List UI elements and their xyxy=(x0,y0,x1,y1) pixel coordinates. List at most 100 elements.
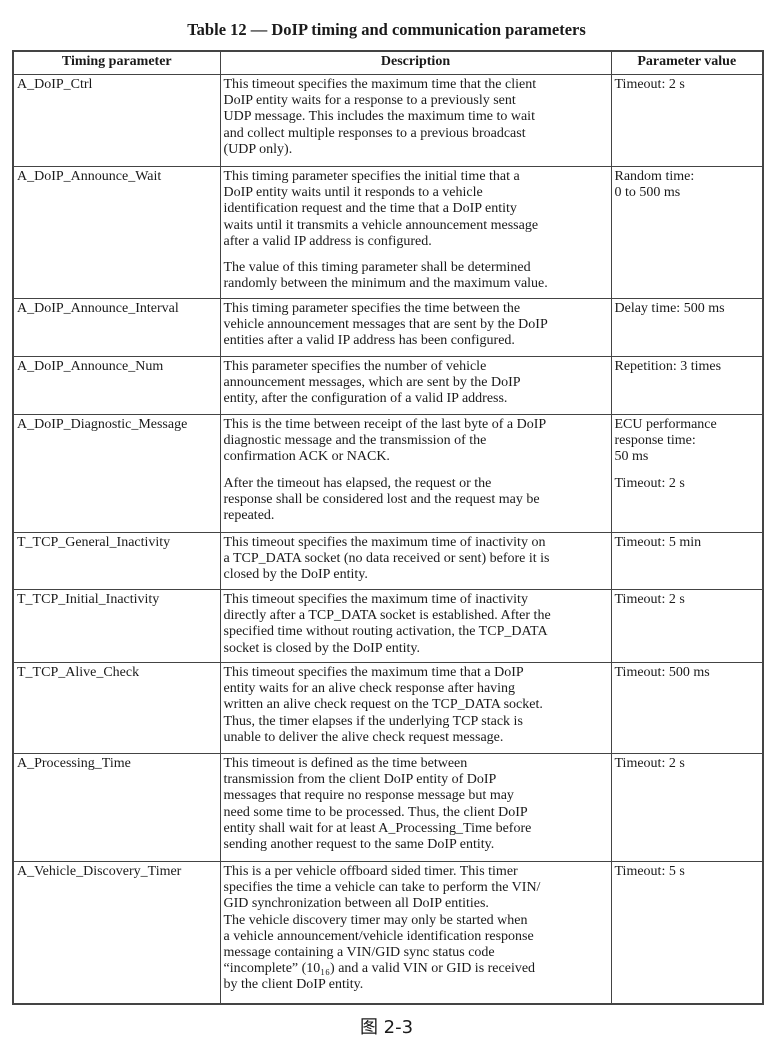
paragraph: This timeout specifies the maximum time … xyxy=(224,665,608,746)
table-row: A_DoIP_Announce_Wait This timing paramete… xyxy=(12,166,764,299)
text-line: UDP message. This includes the maximum t… xyxy=(223,109,535,125)
paragraph: Timeout: 2 s xyxy=(615,77,760,93)
text-line: Timeout: 2 s xyxy=(614,475,685,491)
text-line: announcement messages, which are sent by… xyxy=(223,375,521,391)
text-line: DoIP entity waits for a response to a pr… xyxy=(223,93,516,109)
timing-parameter-cell: T_TCP_Initial_Inactivity xyxy=(12,589,221,663)
timing-parameter-cell: A_DoIP_Announce_Interval xyxy=(12,298,221,357)
paragraph: This is a per vehicle offboard sided tim… xyxy=(224,864,608,994)
description-cell: This timeout specifies the maximum time … xyxy=(219,74,612,167)
parameter-value-cell: ECU performance response time: 50 ms Timeou… xyxy=(610,414,764,533)
text-line: This timing parameter specifies the init… xyxy=(223,169,520,184)
paragraph: This parameter specifies the number of v… xyxy=(224,359,608,408)
paragraph: This is the time between receipt of the … xyxy=(224,417,608,466)
description-cell: This timeout specifies the maximum time … xyxy=(219,589,612,663)
paragraph: This timing parameter specifies the init… xyxy=(224,169,608,250)
parameter-value-cell: Repetition: 3 times xyxy=(610,356,764,415)
text-line: Repetition: 3 times xyxy=(614,359,722,374)
timing-parameter-cell: A_Processing_Time xyxy=(12,753,221,862)
parameter-value-cell: Random time: 0 to 500 ms xyxy=(610,166,764,299)
text-line: response time: xyxy=(614,433,696,449)
description-cell: This is a per vehicle offboard sided tim… xyxy=(219,861,612,1004)
paragraph: Timeout: 2 s xyxy=(615,592,760,608)
parameter-value-cell: Timeout: 2 s xyxy=(610,589,764,663)
text-line: entity waits for an alive check response… xyxy=(223,681,516,697)
text-line: entities after a valid IP address has be… xyxy=(223,333,515,349)
timing-parameter-cell: T_TCP_Alive_Check xyxy=(12,662,221,754)
timing-parameters-table: Timing parameter Description Parameter v… xyxy=(12,50,764,1005)
text-line: repeated. xyxy=(223,508,275,524)
text-line: entity, after the configuration of a val… xyxy=(223,391,508,407)
paragraph: Timeout: 2 s xyxy=(615,476,760,492)
text-line: Timeout: 2 s xyxy=(614,756,685,771)
parameter-value-cell: Timeout: 2 s xyxy=(610,753,764,862)
text-line: Thus, the timer elapses if the underlyin… xyxy=(223,713,523,729)
text-line: sending another request to the same DoIP… xyxy=(223,837,495,853)
header-parameter-value: Parameter value xyxy=(610,50,764,75)
timing-parameter-cell: A_DoIP_Announce_Num xyxy=(12,356,221,415)
paragraph: Timeout: 5 min xyxy=(615,535,760,551)
timing-parameter-cell: T_TCP_General_Inactivity xyxy=(12,532,221,590)
paragraph: Timeout: 500 ms xyxy=(615,665,760,681)
text-line: ECU performance xyxy=(614,417,717,432)
text-line: entity shall wait for at least A_Process… xyxy=(223,820,532,836)
paragraph: After the timeout has elapsed, the reque… xyxy=(224,476,608,525)
table-row: A_DoIP_Announce_Num This parameter specif… xyxy=(12,356,764,415)
text-line: This is the time between receipt of the … xyxy=(223,417,547,432)
text-line: This timeout specifies the maximum time … xyxy=(223,665,524,680)
parameter-value-cell: Timeout: 500 ms xyxy=(610,662,764,754)
text-line: by the client DoIP entity. xyxy=(223,977,364,993)
timing-parameter-cell: A_DoIP_Announce_Wait xyxy=(12,166,221,299)
text-line: This timeout is defined as the time betw… xyxy=(223,756,468,771)
paragraph: The value of this timing parameter shall… xyxy=(224,260,608,292)
description-cell: This timeout is defined as the time betw… xyxy=(219,753,612,862)
text-line: Timeout: 2 s xyxy=(614,592,685,607)
text-line: Delay time: 500 ms xyxy=(614,301,725,316)
text-line: messages that require no response messag… xyxy=(223,788,514,804)
text-line: This parameter specifies the number of v… xyxy=(223,359,487,374)
parameter-value-cell: Timeout: 5 min xyxy=(610,532,764,590)
text-line: vehicle announcement messages that are s… xyxy=(223,317,548,333)
text-line: 0 to 500 ms xyxy=(614,185,681,201)
text-line: Timeout: 5 min xyxy=(614,535,702,550)
timing-parameter-cell: A_Vehicle_Discovery_Timer xyxy=(12,861,221,1004)
parameter-value-cell: Timeout: 5 s xyxy=(610,861,764,1004)
paragraph: Timeout: 2 s xyxy=(615,756,760,772)
text-line: identification request and the time that… xyxy=(223,201,517,217)
text-line: after a valid IP address is configured. xyxy=(223,233,432,249)
description-cell: This timeout specifies the maximum time … xyxy=(219,532,612,590)
paragraph: Delay time: 500 ms xyxy=(615,301,760,317)
text-line: specifies the time a vehicle can take to… xyxy=(223,880,541,896)
text-line: directly after a TCP_DATA socket is esta… xyxy=(223,608,551,624)
paragraph: Random time: 0 to 500 ms xyxy=(615,169,760,201)
text-line: need some time to be processed. Thus, th… xyxy=(223,804,528,820)
text-line: socket is closed by the DoIP entity. xyxy=(223,640,421,656)
text-line: closed by the DoIP entity. xyxy=(223,567,368,583)
table-row: T_TCP_Initial_Inactivity This timeout spe… xyxy=(12,589,764,663)
table-row: A_Processing_Time This timeout is defined… xyxy=(12,753,764,862)
table-row: A_Vehicle_Discovery_Timer This is a per v… xyxy=(12,861,764,1004)
text-line: This timeout specifies the maximum time … xyxy=(223,535,546,550)
text-line: After the timeout has elapsed, the reque… xyxy=(223,475,492,491)
text-line: response shall be considered lost and th… xyxy=(223,491,540,507)
parameter-value-cell: Timeout: 2 s xyxy=(610,74,764,167)
description-cell: This timeout specifies the maximum time … xyxy=(219,662,612,754)
paragraph: This timeout specifies the maximum time … xyxy=(224,592,608,657)
text-line: randomly between the minimum and the max… xyxy=(223,276,548,292)
paragraph: This timeout specifies the maximum time … xyxy=(224,77,608,158)
text-line: DoIP entity waits until it responds to a… xyxy=(223,185,483,201)
header-timing-parameter: Timing parameter xyxy=(12,50,221,75)
parameter-value-cell: Delay time: 500 ms xyxy=(610,298,764,357)
text-line: Timeout: 500 ms xyxy=(614,665,710,680)
text-line: This timing parameter specifies the time… xyxy=(223,301,521,316)
text-line: confirmation ACK or NACK. xyxy=(223,449,390,465)
text-line: Random time: xyxy=(614,169,695,184)
text-line: “incomplete” (10₁₆) and a valid VIN or G… xyxy=(223,961,536,977)
text-line: specified time without routing activatio… xyxy=(223,624,548,640)
text-line: a vehicle announcement/vehicle identific… xyxy=(223,928,534,944)
table-header-row: Timing parameter Description Parameter v… xyxy=(12,50,764,75)
text-line: This timeout specifies the maximum time … xyxy=(223,77,537,92)
text-line: a TCP_DATA socket (no data received or s… xyxy=(223,551,550,567)
text-line: Timeout: 2 s xyxy=(614,77,685,92)
paragraph: This timing parameter specifies the time… xyxy=(224,301,608,350)
